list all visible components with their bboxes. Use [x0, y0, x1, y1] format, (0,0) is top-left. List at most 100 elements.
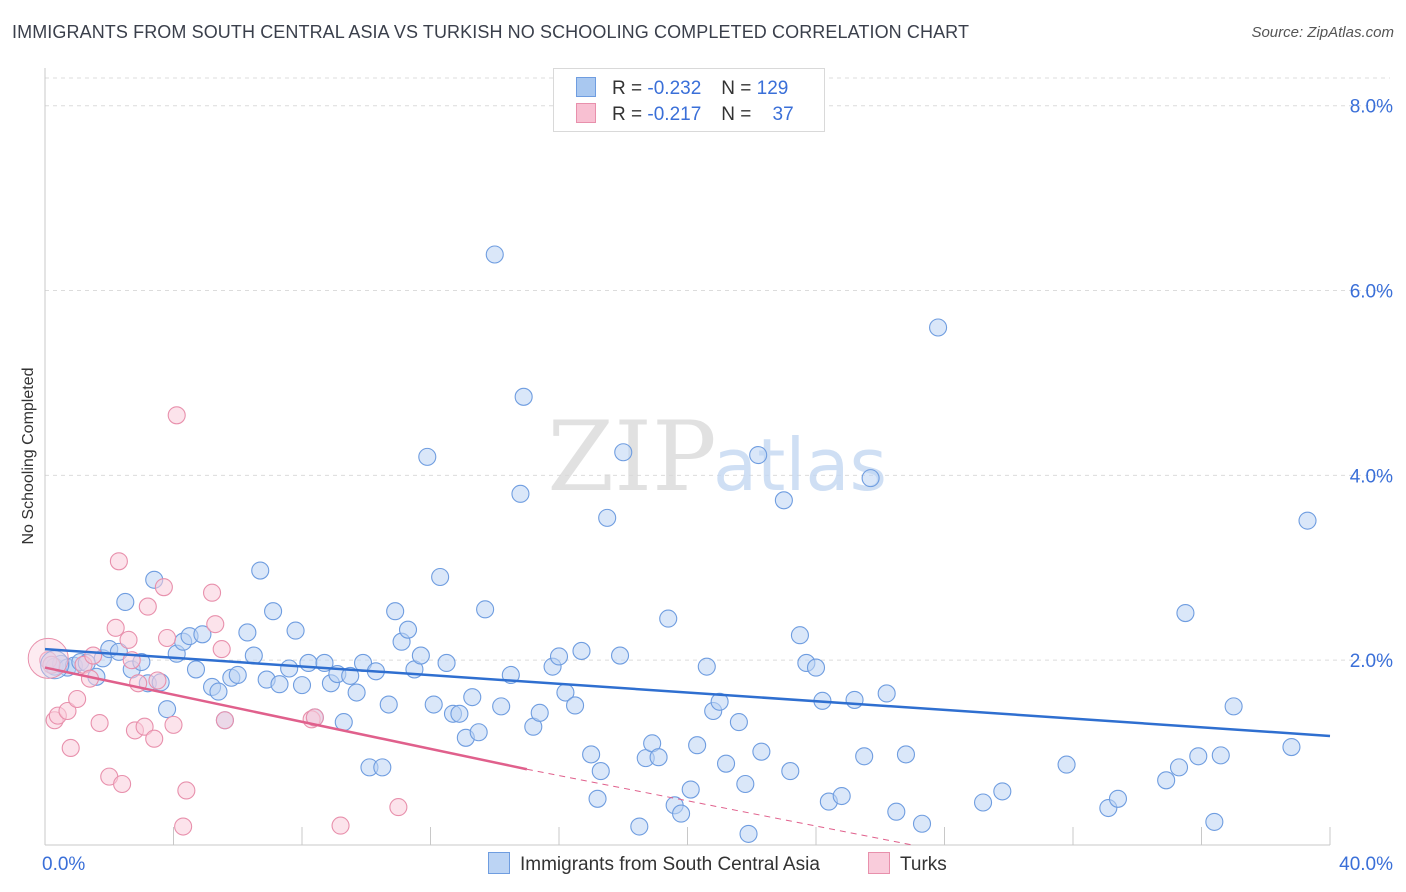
bottom-legend-series-1: Immigrants from South Central Asia: [488, 852, 820, 876]
point-south-central-asia: [1211, 746, 1230, 765]
point-south-central-asia: [896, 745, 916, 764]
point-turks: [167, 406, 186, 425]
point-turks: [212, 640, 231, 659]
point-south-central-asia: [861, 469, 880, 488]
point-south-central-asia: [492, 697, 511, 716]
point-south-central-asia: [334, 713, 353, 732]
point-south-central-asia: [736, 774, 755, 794]
point-south-central-asia: [264, 602, 283, 621]
y-tick-label: 8.0%: [1350, 97, 1393, 118]
point-south-central-asia: [929, 318, 948, 337]
point-south-central-asia: [591, 762, 610, 781]
point-turks: [206, 615, 225, 634]
point-south-central-asia: [630, 817, 649, 836]
point-turks: [58, 701, 77, 721]
point-south-central-asia: [437, 653, 456, 673]
point-south-central-asia: [347, 683, 366, 702]
axes: [44, 68, 1331, 846]
point-turks: [84, 646, 103, 665]
legend-n-label: N =: [721, 78, 752, 99]
point-south-central-asia: [431, 567, 450, 587]
trend-line-south-central-asia: [44, 647, 1331, 738]
point-south-central-asia: [485, 245, 504, 264]
point-south-central-asia: [845, 690, 864, 709]
legend-r-value-1: -0.232: [647, 78, 702, 99]
point-south-central-asia: [424, 695, 443, 714]
point-turks: [68, 689, 87, 709]
point-south-central-asia: [244, 646, 263, 665]
watermark-atlas: atlas: [713, 423, 887, 507]
point-south-central-asia: [973, 793, 993, 812]
point-south-central-asia: [193, 625, 212, 644]
tick-labels: 2.0% 4.0% 6.0% 8.0% 0.0% 40.0%: [42, 97, 1393, 875]
point-south-central-asia: [1057, 755, 1076, 774]
point-south-central-asia: [598, 508, 617, 527]
point-south-central-asia: [887, 802, 906, 821]
trend-lines: [44, 647, 1331, 846]
point-south-central-asia: [1169, 758, 1189, 777]
point-south-central-asia: [463, 688, 482, 707]
point-south-central-asia: [649, 748, 668, 767]
point-south-central-asia: [251, 561, 270, 580]
y-tick-label: 2.0%: [1350, 651, 1393, 672]
bottom-legend-label-2: Turks: [900, 854, 947, 875]
point-south-central-asia: [729, 713, 748, 732]
point-turks: [177, 781, 196, 800]
point-turks: [215, 711, 234, 730]
point-south-central-asia: [1108, 789, 1128, 808]
bottom-legend-series-2: Turks: [868, 852, 947, 876]
legend-swatch-series-1: [576, 77, 596, 97]
point-south-central-asia: [672, 804, 691, 823]
point-turks: [154, 578, 173, 597]
point-south-central-asia: [1176, 604, 1195, 623]
point-turks: [174, 817, 193, 836]
point-south-central-asia: [710, 692, 729, 711]
point-south-central-asia: [158, 700, 177, 719]
data-points: [27, 245, 1317, 843]
trend-line-turks: [44, 666, 528, 771]
point-south-central-asia: [109, 642, 128, 661]
legend-row-series-1: R = -0.232 N = 129: [576, 77, 788, 99]
point-south-central-asia: [716, 754, 736, 773]
point-south-central-asia: [1205, 812, 1224, 831]
point-turks: [106, 618, 125, 637]
point-south-central-asia: [186, 660, 206, 679]
point-south-central-asia: [514, 387, 533, 406]
trend-line-turks-extension: [526, 768, 913, 846]
legend: R = -0.232 N = 129 R = -0.217 N = 37: [553, 68, 825, 132]
point-turks: [164, 715, 183, 734]
x-tick-label: 0.0%: [42, 854, 85, 875]
legend-row-series-2: R = -0.217 N = 37: [576, 103, 794, 125]
point-south-central-asia: [739, 824, 758, 843]
point-south-central-asia: [681, 780, 700, 799]
point-turks: [203, 583, 222, 602]
point-turks: [109, 552, 128, 571]
point-south-central-asia: [238, 623, 257, 642]
point-south-central-asia: [582, 745, 601, 764]
legend-r-label: R =: [612, 78, 643, 99]
point-south-central-asia: [993, 782, 1012, 801]
point-south-central-asia: [476, 600, 495, 619]
point-turks: [113, 774, 132, 794]
legend-n-value-2: 37: [772, 104, 794, 125]
point-south-central-asia: [209, 682, 228, 701]
point-south-central-asia: [450, 704, 469, 723]
bottom-legend-swatch-1: [488, 852, 510, 874]
point-turks: [135, 717, 154, 736]
point-south-central-asia: [572, 641, 591, 660]
point-south-central-asia: [1157, 771, 1176, 790]
point-south-central-asia: [781, 762, 800, 781]
point-south-central-asia: [270, 675, 289, 694]
point-south-central-asia: [774, 491, 793, 510]
point-south-central-asia: [549, 647, 569, 666]
legend-n-label: N =: [721, 104, 752, 125]
point-south-central-asia: [530, 703, 549, 722]
point-turks: [119, 630, 138, 649]
point-south-central-asia: [697, 657, 716, 676]
point-turks: [145, 729, 164, 748]
y-tick-label: 4.0%: [1350, 466, 1393, 487]
point-south-central-asia: [511, 484, 530, 503]
point-south-central-asia: [912, 814, 932, 833]
point-south-central-asia: [341, 666, 360, 685]
